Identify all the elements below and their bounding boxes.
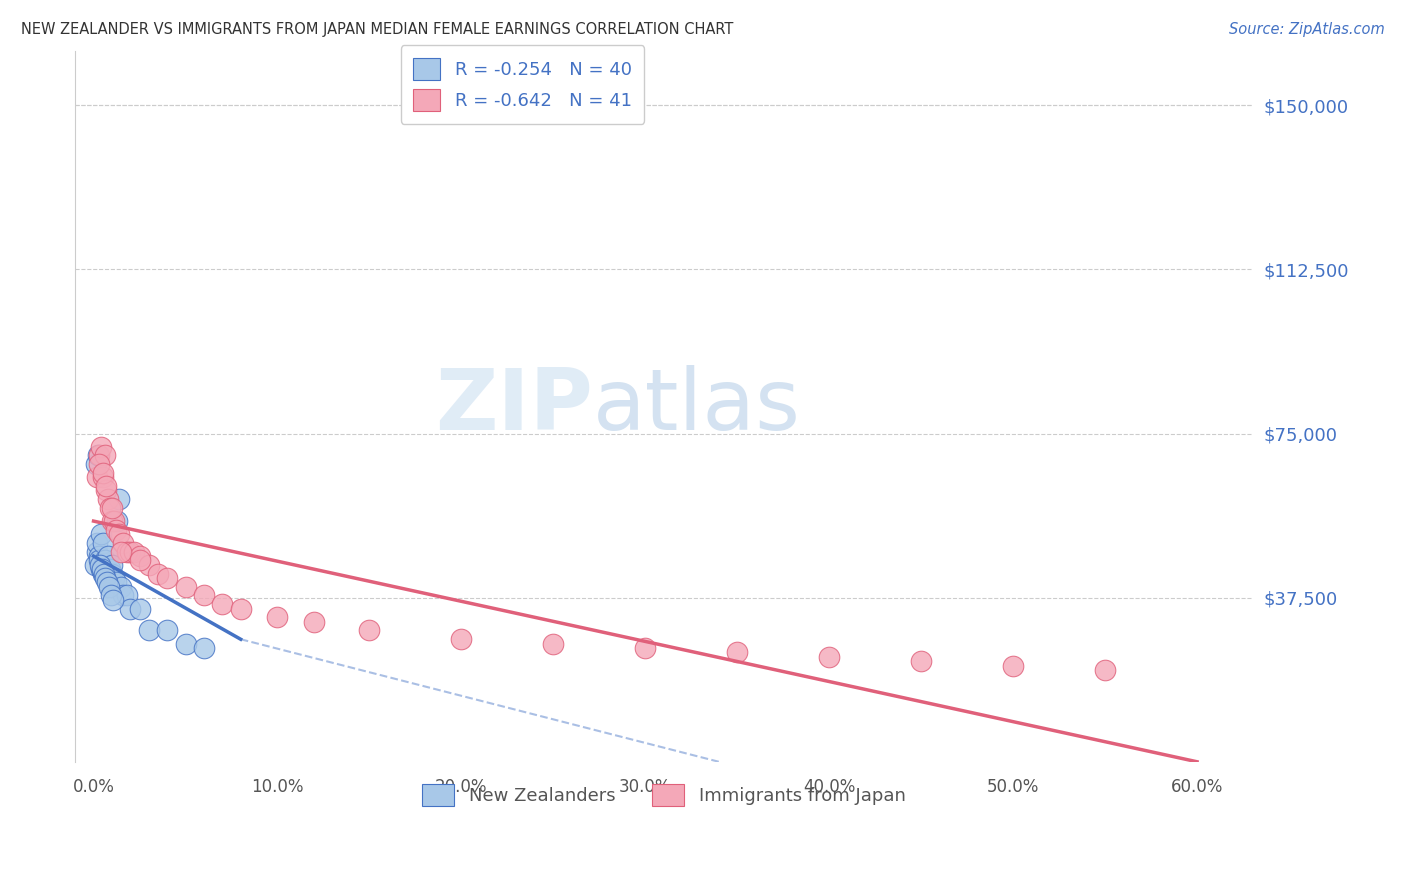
Point (818, 649, 841, 664)
Point (87, 449, 110, 463)
Point (111, 536, 134, 550)
Point (86, 470, 108, 484)
Point (97, 571, 120, 585)
Point (91, 470, 114, 484)
Point (156, 571, 179, 585)
Point (193, 640, 215, 655)
Point (138, 558, 160, 572)
Point (910, 654, 932, 668)
Point (110, 545, 132, 559)
Point (90, 562, 112, 576)
Point (211, 597, 233, 611)
Point (96, 483, 118, 498)
Point (93, 553, 115, 567)
Point (1002, 658, 1025, 673)
Point (108, 527, 131, 541)
Point (110, 580, 132, 594)
Point (96, 479, 118, 493)
Point (103, 514, 125, 528)
Point (115, 589, 138, 603)
Point (86, 536, 108, 550)
Point (87, 553, 110, 567)
Point (146, 566, 169, 581)
Point (122, 545, 145, 559)
Point (91, 466, 114, 480)
Point (87, 549, 110, 563)
Point (725, 645, 748, 659)
Point (91, 566, 114, 581)
Point (111, 589, 134, 603)
Point (128, 553, 150, 567)
Point (104, 523, 127, 537)
Point (634, 640, 657, 655)
Point (93, 566, 115, 581)
Point (543, 637, 565, 651)
Point (101, 566, 124, 581)
Point (90, 440, 112, 454)
Point (98, 562, 121, 576)
Point (87, 457, 110, 471)
Point (96, 566, 118, 581)
Point (103, 571, 125, 585)
Legend: New Zealanders, Immigrants from Japan: New Zealanders, Immigrants from Japan (411, 773, 917, 817)
Point (98, 500, 121, 515)
Point (359, 624, 381, 638)
Point (266, 610, 288, 624)
Point (89, 558, 111, 572)
Point (87, 449, 110, 463)
Point (193, 589, 215, 603)
Point (107, 514, 129, 528)
Point (229, 601, 252, 615)
Point (1094, 663, 1116, 677)
Point (101, 514, 124, 528)
Point (174, 637, 197, 651)
Point (128, 601, 150, 615)
Point (96, 562, 118, 576)
Point (94, 571, 117, 585)
Point (97, 492, 120, 507)
Point (101, 500, 124, 515)
Point (450, 632, 472, 647)
Point (98, 580, 121, 594)
Point (128, 549, 150, 563)
Point (90, 527, 112, 541)
Point (156, 624, 179, 638)
Point (84, 558, 107, 572)
Point (91, 536, 114, 550)
Point (96, 575, 118, 590)
Point (104, 575, 127, 590)
Point (90, 562, 112, 576)
Point (101, 592, 124, 607)
Point (174, 580, 197, 594)
Point (84, 457, 107, 471)
Text: ZIP: ZIP (436, 365, 593, 448)
Point (100, 589, 122, 603)
Point (101, 558, 124, 572)
Point (93, 449, 115, 463)
Text: NEW ZEALANDER VS IMMIGRANTS FROM JAPAN MEDIAN FEMALE EARNINGS CORRELATION CHART: NEW ZEALANDER VS IMMIGRANTS FROM JAPAN M… (21, 22, 734, 37)
Point (120, 545, 142, 559)
Text: Source: ZipAtlas.com: Source: ZipAtlas.com (1229, 22, 1385, 37)
Point (115, 545, 138, 559)
Point (120, 601, 142, 615)
Point (108, 492, 131, 507)
Point (138, 624, 160, 638)
Point (86, 545, 108, 559)
Point (304, 615, 326, 629)
Point (97, 549, 120, 563)
Text: atlas: atlas (593, 365, 801, 448)
